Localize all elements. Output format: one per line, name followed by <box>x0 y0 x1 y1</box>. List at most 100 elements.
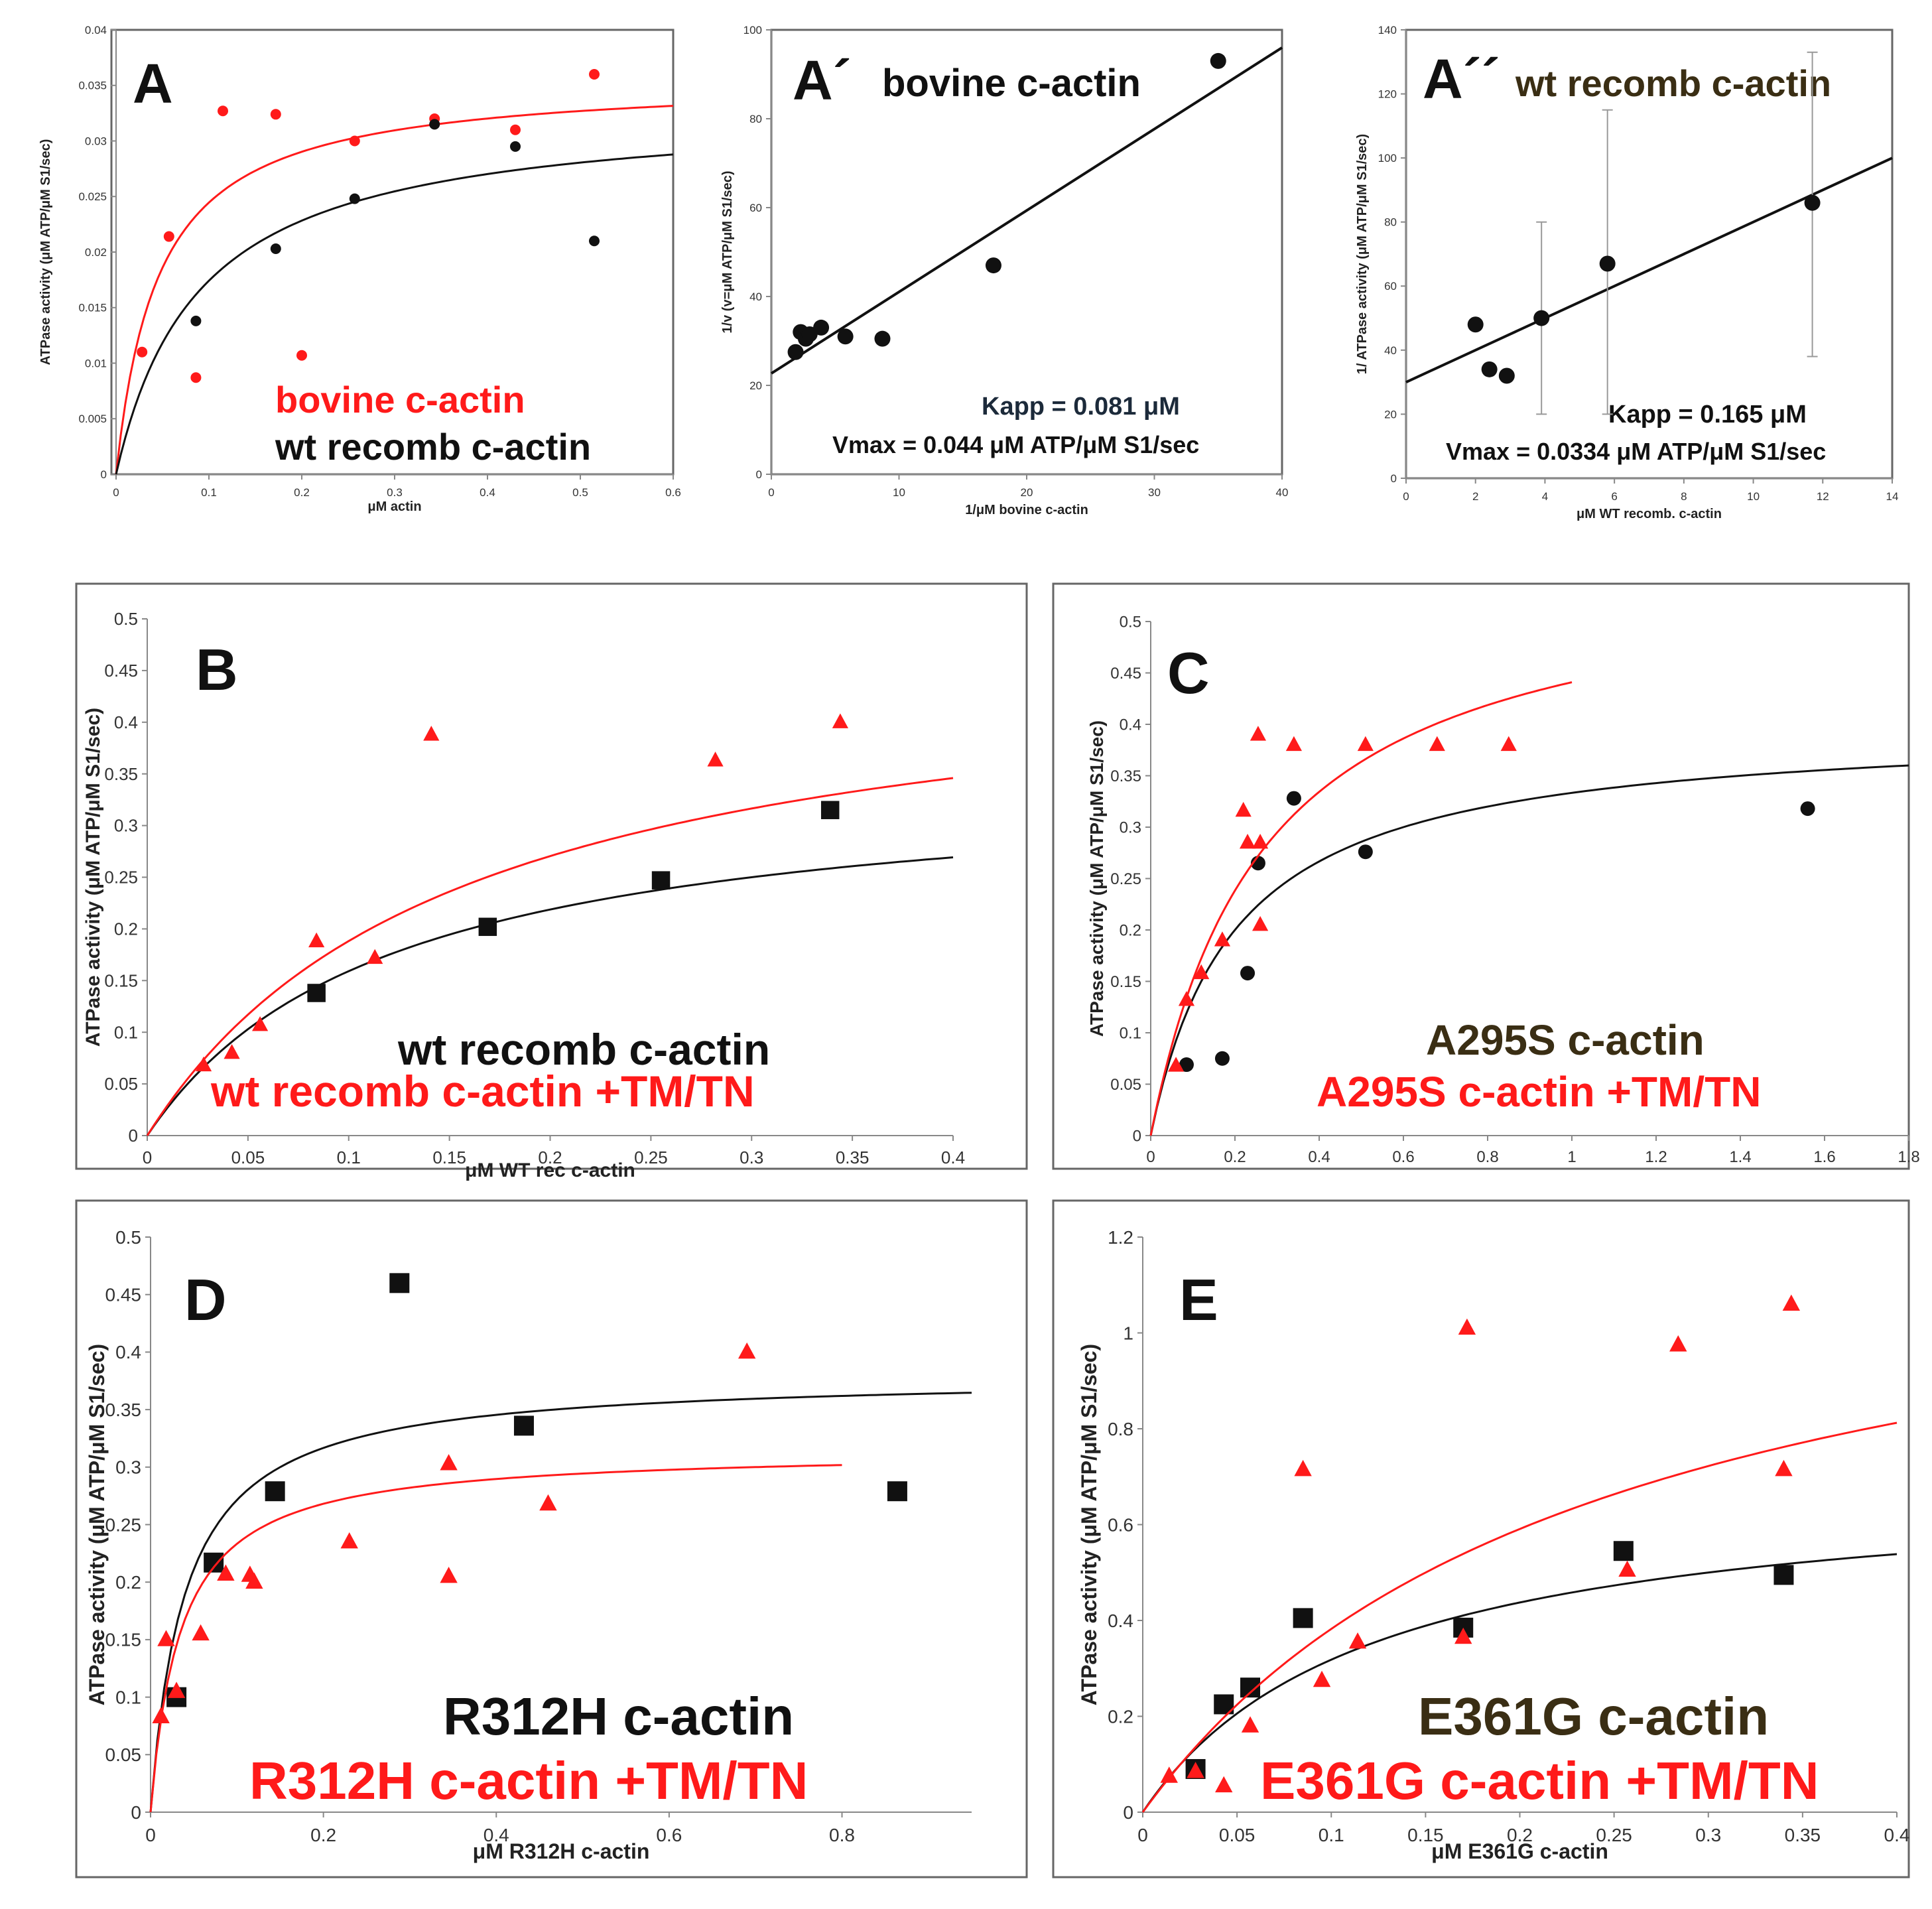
x-tick-label: 1 <box>1567 1148 1576 1166</box>
data-point <box>813 319 830 336</box>
data-point <box>1252 915 1269 931</box>
x-tick-label: 0.3 <box>1695 1825 1721 1845</box>
x-tick-label: 0.1 <box>1319 1825 1344 1845</box>
x-tick-label: 8 <box>1681 490 1687 503</box>
y-tick-label: 0.45 <box>104 661 138 681</box>
fit-curve <box>149 1392 972 1813</box>
x-tick-label: 0.4 <box>941 1148 965 1167</box>
y-tick-label: 0.25 <box>105 1514 142 1535</box>
y-tick-label: 0.3 <box>115 1457 141 1478</box>
fit-curve <box>115 105 674 475</box>
data-point <box>163 231 174 242</box>
fit-curve <box>149 1464 842 1813</box>
data-point <box>1286 791 1301 806</box>
y-tick-label: 0.8 <box>1108 1419 1133 1439</box>
data-point <box>1293 1608 1313 1628</box>
y-tick-label: 60 <box>1384 280 1397 293</box>
y-tick-label: 0.01 <box>85 357 107 369</box>
y-tick-label: 0.2 <box>1108 1706 1133 1727</box>
legend-entry: E361G c-actin +TM/TN <box>1260 1751 1819 1810</box>
x-tick-label: 0 <box>768 486 774 499</box>
y-tick-label: 0.2 <box>1120 921 1141 939</box>
y-tick-label: 0 <box>101 468 107 481</box>
data-point <box>539 1494 557 1511</box>
x-tick-label: 0.8 <box>829 1825 855 1845</box>
y-tick-label: 0.35 <box>104 764 138 784</box>
vmax-text: Vmax = 0.0334 μM ATP/μM S1/sec <box>1446 438 1826 465</box>
y-tick-label: 20 <box>1384 408 1397 421</box>
data-point <box>349 193 360 204</box>
x-tick-label: 1.2 <box>1645 1148 1667 1166</box>
y-tick-label: 100 <box>1378 152 1397 165</box>
y-tick-label: 100 <box>743 24 762 36</box>
data-point <box>1178 991 1195 1006</box>
data-point <box>270 243 281 254</box>
y-tick-label: 0.15 <box>104 970 138 990</box>
x-tick-label: 0.3 <box>387 486 403 499</box>
data-point <box>1168 1057 1185 1072</box>
data-point <box>801 326 818 342</box>
legend-entry: E361G c-actin <box>1418 1687 1769 1746</box>
x-tick-label: 0.05 <box>231 1148 265 1167</box>
x-tick-label: 6 <box>1611 490 1617 503</box>
legend-entry: wt recomb c-actin <box>275 426 591 468</box>
y-tick-label: 0 <box>129 1126 138 1146</box>
x-tick-label: 0.4 <box>1308 1148 1330 1166</box>
data-point <box>349 135 360 147</box>
data-point <box>204 1552 224 1573</box>
fit-curve <box>146 777 954 1136</box>
panel-label: A <box>133 52 173 115</box>
data-point <box>510 124 521 135</box>
x-tick-label: 0.3 <box>740 1148 763 1167</box>
data-point <box>1285 736 1302 752</box>
legend-entry: wt recomb c-actin <box>397 1025 770 1074</box>
x-tick-label: 10 <box>893 486 905 499</box>
data-point <box>367 949 383 964</box>
x-tick-label: 0.6 <box>1392 1148 1414 1166</box>
legend-entry: wt recomb c-actin +TM/TN <box>210 1067 755 1116</box>
x-tick-label: 0 <box>113 486 119 499</box>
y-tick-label: 0.2 <box>114 919 138 939</box>
data-point <box>1179 1057 1194 1073</box>
y-tick-label: 0.45 <box>1110 665 1141 683</box>
plot-frame <box>75 582 1028 1170</box>
vmax-text: Vmax = 0.044 μM ATP/μM S1/sec <box>832 431 1199 458</box>
data-point <box>1193 964 1210 980</box>
y-tick-label: 0.05 <box>1110 1076 1141 1094</box>
y-tick-label: 0.4 <box>114 712 138 732</box>
y-tick-label: 0.015 <box>78 302 107 314</box>
data-point <box>1800 801 1815 817</box>
y-tick-label: 0 <box>1391 472 1397 485</box>
x-axis-label: 1/μM bovine c-actin <box>965 503 1088 517</box>
y-tick-label: 0.5 <box>115 1227 141 1248</box>
x-tick-label: 0.4 <box>1884 1825 1910 1845</box>
y-axis-label: 1/ ATPase activity (μM ATP/μM S1/sec) <box>1355 134 1370 374</box>
data-point <box>1235 801 1252 817</box>
x-axis-label: μM WT rec c-actin <box>465 1159 635 1181</box>
y-axis-label: ATPase activity (μM ATP/μM S1/sec) <box>82 708 104 1047</box>
data-point <box>152 1707 170 1723</box>
data-point <box>157 1630 175 1646</box>
x-axis-label: μM WT recomb. c-actin <box>1577 507 1722 521</box>
x-tick-label: 0.4 <box>480 486 495 499</box>
data-point <box>1618 1560 1636 1577</box>
data-point <box>423 726 440 741</box>
data-point <box>478 917 497 937</box>
y-axis-label: ATPase activity (μM ATP/μM S1/sec) <box>1086 720 1107 1037</box>
y-tick-label: 1 <box>1123 1323 1133 1343</box>
data-point <box>1773 1565 1794 1585</box>
data-point <box>245 1572 263 1589</box>
y-tick-label: 0 <box>756 468 762 481</box>
data-point <box>1458 1318 1476 1335</box>
x-tick-label: 10 <box>1747 490 1760 503</box>
x-tick-label: 0 <box>1403 490 1409 503</box>
data-point <box>1804 194 1821 211</box>
x-tick-label: 1.4 <box>1729 1148 1751 1166</box>
fit-curve <box>146 856 954 1136</box>
data-point <box>651 871 671 889</box>
y-tick-label: 1.2 <box>1108 1227 1133 1248</box>
y-tick-label: 140 <box>1378 24 1397 36</box>
x-tick-label: 0.15 <box>432 1148 466 1167</box>
panel-label: E <box>1179 1267 1218 1333</box>
plot-frame <box>75 1199 1028 1878</box>
